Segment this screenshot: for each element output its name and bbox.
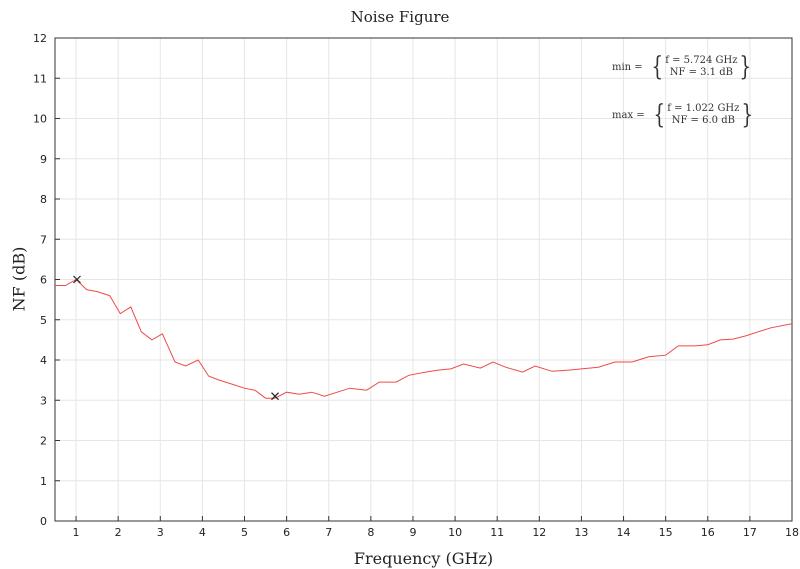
y-tick-label: 12 bbox=[33, 32, 47, 45]
x-tick-label: 18 bbox=[785, 526, 799, 539]
x-tick-label: 8 bbox=[367, 526, 374, 539]
brace-open: { bbox=[653, 100, 665, 130]
x-tick-label: 5 bbox=[241, 526, 248, 539]
x-tick-label: 3 bbox=[157, 526, 164, 539]
x-tick-label: 6 bbox=[283, 526, 290, 539]
max-marker bbox=[73, 275, 81, 284]
x-tick-label: 10 bbox=[448, 526, 462, 539]
x-tick-label: 15 bbox=[659, 526, 673, 539]
brace-close: } bbox=[739, 52, 752, 82]
x-tick-label: 2 bbox=[115, 526, 122, 539]
y-tick-label: 11 bbox=[33, 72, 47, 85]
y-tick-label: 6 bbox=[40, 274, 47, 287]
x-tick-label: 4 bbox=[199, 526, 206, 539]
brace-open: { bbox=[651, 52, 663, 82]
annotation-min: min = { f = 5.724 GHz NF = 3.1 dB } bbox=[612, 54, 754, 80]
annotation-min-label: min = bbox=[612, 61, 643, 73]
x-tick-label: 1 bbox=[73, 526, 80, 539]
grid-lines bbox=[55, 37, 793, 522]
y-tick-label: 2 bbox=[40, 435, 47, 448]
annotation-max-nf: NF = 6.0 dB bbox=[671, 115, 735, 126]
x-tick-label: 17 bbox=[743, 526, 757, 539]
extrema-markers bbox=[73, 275, 279, 401]
y-tick-label: 7 bbox=[40, 233, 47, 246]
x-tick-label: 13 bbox=[574, 526, 588, 539]
series-line-nf bbox=[55, 278, 793, 399]
y-tick-label: 3 bbox=[40, 394, 47, 407]
x-tick-label: 16 bbox=[701, 526, 715, 539]
y-tick-label: 8 bbox=[40, 193, 47, 206]
brace-close: } bbox=[741, 100, 754, 130]
x-axis-label: Frequency (GHz) bbox=[353, 549, 494, 568]
y-tick-label: 9 bbox=[40, 153, 47, 166]
annotation-max-frequency: f = 1.022 GHz bbox=[667, 103, 740, 114]
chart-title: Noise Figure bbox=[350, 8, 450, 26]
annotation-min-nf: NF = 3.1 dB bbox=[669, 67, 733, 78]
y-tick-label: 0 bbox=[40, 515, 47, 528]
y-tick-label: 10 bbox=[33, 113, 47, 126]
x-tick-label: 7 bbox=[325, 526, 332, 539]
x-tick-label: 12 bbox=[532, 526, 546, 539]
annotation-max: max = { f = 1.022 GHz NF = 6.0 dB } bbox=[612, 102, 756, 128]
y-axis-label: NF (dB) bbox=[9, 246, 29, 312]
x-tick-label: 9 bbox=[409, 526, 416, 539]
y-tick-label: 4 bbox=[40, 354, 47, 367]
axis-ticks: 1 2 3 4 5 6 7 8 9 10 11 12 13 14 15 16 17 180123456789101… bbox=[33, 32, 799, 539]
y-tick-label: 5 bbox=[40, 314, 47, 327]
x-tick-label: 11 bbox=[490, 526, 504, 539]
annotation-max-label: max = bbox=[612, 109, 645, 121]
annotation-min-frequency: f = 5.724 GHz bbox=[665, 55, 738, 66]
min-marker bbox=[271, 392, 279, 401]
x-tick-label: 14 bbox=[617, 526, 631, 539]
y-tick-label: 1 bbox=[40, 475, 47, 488]
